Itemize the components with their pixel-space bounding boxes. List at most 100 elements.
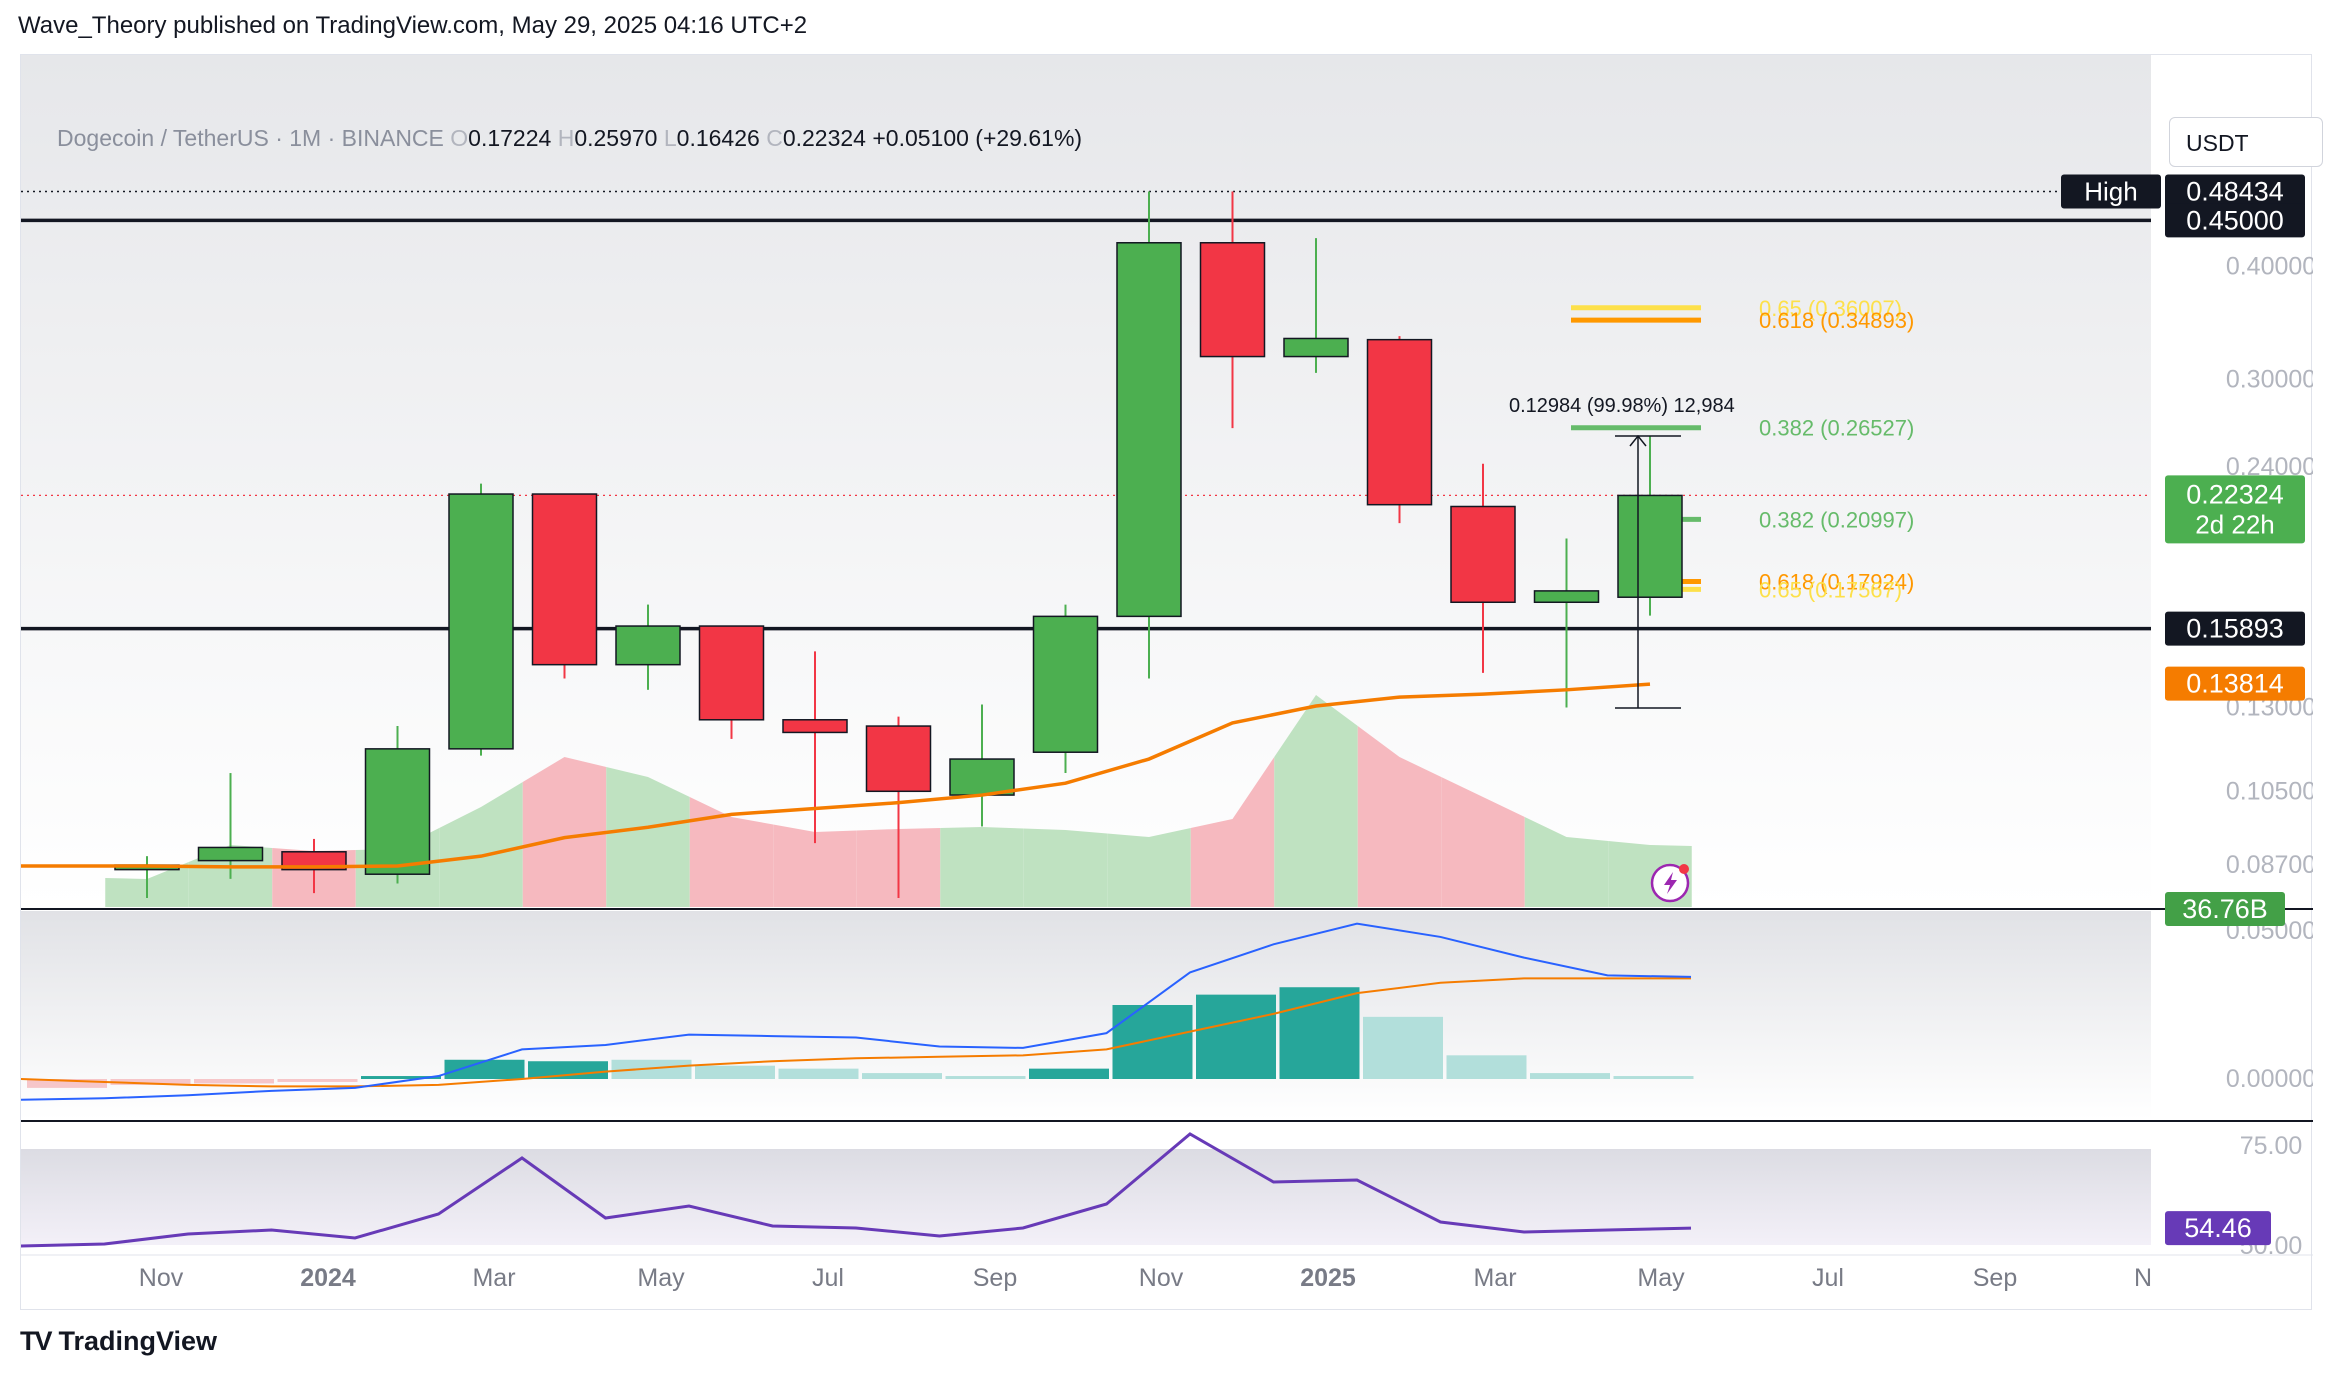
macd-histogram-bar	[277, 1079, 358, 1082]
macd-histogram-bar	[444, 1059, 525, 1079]
high-label-text: High	[2084, 176, 2137, 206]
candle-body[interactable]	[615, 625, 681, 666]
macd-histogram-bar	[194, 1079, 274, 1084]
high-value: 0.25970	[574, 125, 658, 151]
high-price-tag[interactable]	[2165, 174, 2305, 209]
rsi-band	[21, 1149, 2151, 1245]
rsi-value-tag-text: 54.46	[2184, 1213, 2252, 1243]
x-axis-tick: 2024	[300, 1264, 356, 1292]
candle-body[interactable]	[1199, 242, 1266, 358]
x-axis-tick: Jul	[1812, 1264, 1844, 1292]
macd-histogram-bar	[1363, 1016, 1443, 1079]
candle-body[interactable]	[364, 748, 431, 875]
fib-level-label: 0.618 (0.34893)	[1759, 308, 1914, 333]
macd-histogram-bar	[1112, 1005, 1193, 1079]
level-price-tag-text: 0.15893	[2186, 614, 2284, 644]
candle-body[interactable]	[1032, 615, 1099, 753]
volume-area-segment	[689, 797, 774, 907]
tradingview-logo-icon: TV	[20, 1326, 52, 1356]
macd-histogram-bar	[1196, 994, 1276, 1079]
fib-level-label: 0.382 (0.26527)	[1759, 416, 1914, 441]
x-axis-tick: Jul	[812, 1264, 844, 1292]
candle-body[interactable]	[1617, 494, 1683, 598]
macd-line[interactable]	[21, 922, 1692, 1101]
volume-area-segment	[606, 767, 690, 907]
y-axis-tick: 0.30000	[2226, 365, 2313, 393]
candle-body[interactable]	[1450, 505, 1516, 604]
sma-price-tag-text: 0.13814	[2186, 669, 2284, 699]
candle-body[interactable]	[949, 758, 1015, 796]
level-price-tag[interactable]	[2165, 203, 2305, 238]
volume-area-segment	[1357, 726, 1442, 907]
chart-frame[interactable]: 0.65 (0.36007) 0.618 (0.34893) 0.382 (0.26…	[20, 54, 2323, 1311]
high-label[interactable]	[2061, 174, 2161, 209]
candle-body[interactable]	[698, 625, 765, 721]
indicator-alert-icon[interactable]	[1650, 863, 1690, 903]
main-pane-background	[21, 55, 2151, 907]
open-value: 0.17224	[468, 125, 552, 151]
tradingview-brand: TradingView	[58, 1326, 218, 1356]
candle-body[interactable]	[448, 493, 514, 750]
current-price-tag[interactable]	[2165, 475, 2305, 544]
candle-body[interactable]	[1366, 338, 1433, 506]
candle-body[interactable]	[782, 719, 848, 734]
x-axis-tick: Mar	[472, 1264, 515, 1292]
fib-level-label: 0.65 (0.36007)	[1759, 296, 1902, 321]
symbol-name[interactable]: Dogecoin / TetherUS · 1M · BINANCE	[57, 125, 444, 151]
y-axis-tick: 0.08700	[2226, 851, 2313, 879]
y-axis-tick: 0.40000	[2226, 253, 2313, 281]
x-axis-tick: Nov	[1139, 1264, 1184, 1292]
tradingview-footer[interactable]: TV TradingView	[20, 1326, 217, 1357]
macd-histogram-bar	[778, 1068, 859, 1079]
x-axis-tick: N	[2134, 1264, 2152, 1292]
candle-body[interactable]	[865, 725, 932, 793]
macd-histogram-bar	[611, 1059, 692, 1079]
high-price-tag-text: 0.48434	[2186, 176, 2284, 206]
rsi-value-tag[interactable]	[2165, 1211, 2271, 1246]
macd-histogram-bar	[862, 1073, 942, 1079]
candle-body[interactable]	[1283, 337, 1349, 358]
macd-histogram-bar	[110, 1079, 191, 1085]
candle-body[interactable]	[197, 846, 264, 862]
macd-histogram-bar	[361, 1076, 441, 1079]
volume-area-segment	[1190, 757, 1275, 907]
candle-body[interactable]	[531, 493, 598, 666]
x-axis-tick: May	[637, 1264, 685, 1292]
x-axis-tick: Nov	[139, 1264, 184, 1292]
volume-area-segment	[439, 782, 523, 907]
volume-area-segment	[1274, 695, 1358, 907]
publisher-header: Wave_Theory published on TradingView.com…	[18, 12, 808, 39]
candle-body[interactable]	[1533, 590, 1600, 604]
level-price-tag-text: 0.45000	[2186, 205, 2284, 235]
high-label: H	[557, 125, 575, 151]
rsi-axis-tick: 75.00	[2240, 1132, 2303, 1160]
macd-signal-line[interactable]	[21, 977, 1691, 1088]
candle-body[interactable]	[1116, 242, 1182, 618]
chart-canvas[interactable]: 0.65 (0.36007)0.618 (0.34893) 0.382 (0.26…	[21, 55, 2313, 1311]
sma-price-tag[interactable]	[2165, 666, 2305, 701]
macd-histogram-bar	[528, 1061, 608, 1079]
fib-level-label: 0.618 (0.17924)	[1759, 569, 1914, 594]
fib-level-label: 0.65 (0.17567)	[1759, 577, 1902, 602]
candle-countdown-text: 2d 22h	[2195, 509, 2275, 539]
macd-histogram-bar	[1029, 1068, 1109, 1079]
macd-histogram-bar	[1613, 1076, 1694, 1079]
x-axis-tick: 2025	[1300, 1264, 1356, 1292]
volume-tag[interactable]	[2165, 892, 2285, 926]
low-label: L	[663, 125, 677, 151]
volume-area-segment	[1107, 828, 1191, 907]
macd-axis-tick: 0.00000	[2226, 1065, 2313, 1093]
open-label: O	[450, 125, 469, 151]
macd-histogram-bar	[945, 1076, 1026, 1079]
x-axis-tick: May	[1637, 1264, 1685, 1292]
level-price-tag[interactable]	[2165, 611, 2305, 646]
rsi-line[interactable]	[21, 1132, 1692, 1248]
currency-button[interactable]: USDT	[2169, 117, 2323, 167]
macd-histogram-bar	[695, 1065, 775, 1079]
sma-line[interactable]	[21, 682, 1651, 869]
volume-area-segment	[1023, 828, 1108, 907]
macd-histogram-bar	[1530, 1073, 1610, 1079]
x-axis-tick: Sep	[973, 1264, 1017, 1292]
symbol-legend[interactable]: Dogecoin / TetherUS · 1M · BINANCE O0.17…	[57, 125, 1082, 152]
volume-area-segment	[522, 757, 607, 907]
